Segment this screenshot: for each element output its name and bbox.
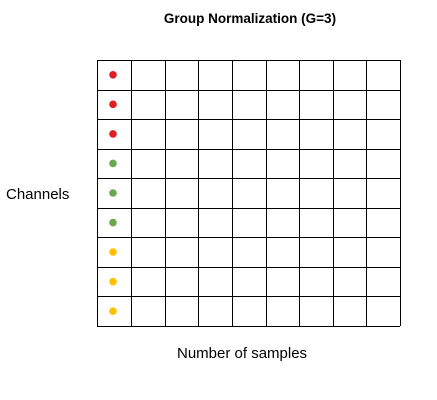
channel-dot-group-2: [109, 218, 117, 227]
channel-dot-group-1: [109, 100, 117, 109]
samples-axis-label: Number of samples: [177, 345, 308, 362]
channel-dot-group-3: [109, 248, 117, 256]
channel-dot-group-3: [109, 307, 117, 316]
diagram-title: Group Normalization (G=3): [163, 11, 337, 26]
channel-dot-group-1: [109, 70, 117, 79]
channel-dot-group-2: [109, 159, 117, 168]
grid-lines: [97, 60, 401, 327]
channel-dot-group-2: [109, 189, 117, 197]
channel-dot-group-3: [109, 277, 117, 286]
channel-dot-group-1: [109, 130, 117, 138]
channel-dots: [109, 70, 117, 316]
channels-axis-label: Channels: [6, 186, 70, 203]
